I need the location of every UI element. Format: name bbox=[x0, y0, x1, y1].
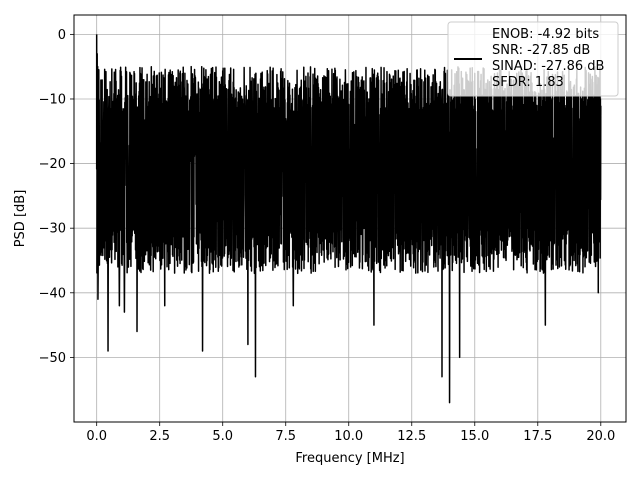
x-tick-label: 17.5 bbox=[523, 429, 552, 444]
x-tick-label: 10.0 bbox=[334, 429, 363, 444]
y-tick-label: −20 bbox=[39, 157, 66, 172]
x-tick-label: 15.0 bbox=[460, 429, 489, 444]
axis-ticks: 0.0 2.5 5.0 7.5 10.0 12.5 15.0 17.5 20.0 0 −10 −20 −… bbox=[39, 28, 616, 444]
y-tick-label: −10 bbox=[39, 92, 66, 107]
x-tick-label: 7.5 bbox=[275, 429, 296, 444]
x-tick-label: 20.0 bbox=[586, 429, 615, 444]
x-tick-label: 5.0 bbox=[212, 429, 233, 444]
y-tick-label: −40 bbox=[39, 286, 66, 301]
legend-entry-enob: ENOB: -4.92 bits bbox=[492, 27, 599, 42]
x-tick-label: 0.0 bbox=[86, 429, 107, 444]
y-tick-label: −30 bbox=[39, 222, 66, 237]
x-tick-label: 12.5 bbox=[397, 429, 426, 444]
y-tick-label: −50 bbox=[39, 351, 66, 366]
legend-box bbox=[447, 21, 619, 97]
psd-series bbox=[95, 34, 602, 404]
x-axis-title: Frequency [MHz] bbox=[295, 451, 404, 466]
y-tick-label: 0 bbox=[58, 28, 66, 43]
legend-entry-sfdr: SFDR: 1.83 bbox=[492, 75, 564, 90]
y-axis-title: PSD [dB] bbox=[13, 190, 28, 248]
legend-entry-sinad: SINAD: -27.86 dB bbox=[492, 59, 604, 74]
x-tick-label: 2.5 bbox=[149, 429, 170, 444]
psd-line bbox=[95, 34, 602, 404]
legend-entry-snr: SNR: -27.85 dB bbox=[492, 43, 590, 58]
legend: ENOB: -4.92 bits SNR: -27.85 dB SINAD: -… bbox=[447, 21, 619, 97]
axes-frame bbox=[73, 14, 627, 423]
